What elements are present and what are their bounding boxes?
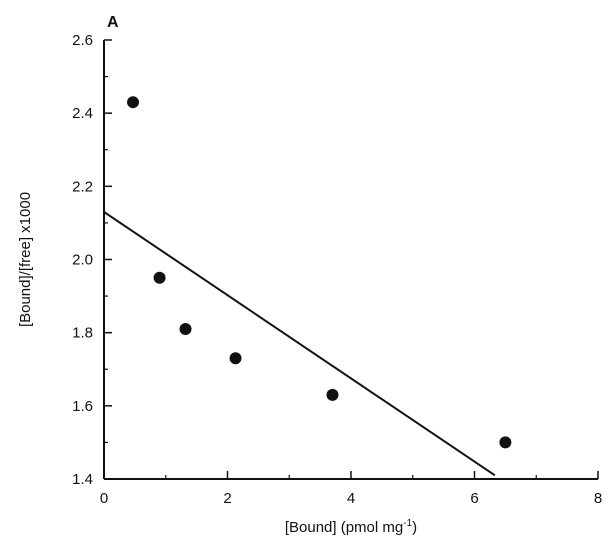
data-point bbox=[153, 271, 166, 284]
y-tick-label: 1.4 bbox=[72, 471, 93, 488]
x-tick-label: 6 bbox=[470, 490, 478, 507]
data-point bbox=[127, 96, 140, 109]
y-axis-title: [Bound]/[free] x1000 bbox=[17, 192, 34, 327]
x-axis-ticks: 0 2 4 6 8 bbox=[100, 471, 602, 507]
data-point bbox=[229, 352, 242, 365]
y-tick-label: 2.4 bbox=[72, 105, 93, 122]
x-tick-label: 8 bbox=[594, 490, 602, 507]
x-axis-title: [Bound] (pmol mg-1) bbox=[285, 518, 417, 536]
y-tick-label: 2.0 bbox=[72, 252, 93, 269]
regression-line bbox=[103, 211, 496, 477]
panel-label: A bbox=[107, 14, 119, 31]
data-point bbox=[179, 323, 192, 336]
x-tick-label: 4 bbox=[347, 490, 355, 507]
data-points bbox=[127, 96, 512, 449]
y-axis-ticks: 1.4 1.6 1.8 2.0 2.2 2.4 2.6 bbox=[72, 32, 112, 488]
data-point bbox=[326, 388, 339, 401]
y-tick-label: 2.6 bbox=[72, 32, 93, 49]
x-axis-title-suffix: ) bbox=[412, 519, 417, 536]
y-tick-label: 2.2 bbox=[72, 178, 93, 195]
x-tick-label: 2 bbox=[223, 490, 231, 507]
x-tick-label: 0 bbox=[100, 490, 108, 507]
x-axis-title-main: [Bound] (pmol mg bbox=[285, 519, 403, 536]
axes bbox=[103, 40, 598, 480]
data-point bbox=[499, 436, 512, 449]
x-axis-title-superscript: -1 bbox=[403, 518, 412, 529]
y-tick-label: 1.8 bbox=[72, 325, 93, 342]
y-tick-label: 1.6 bbox=[72, 398, 93, 415]
